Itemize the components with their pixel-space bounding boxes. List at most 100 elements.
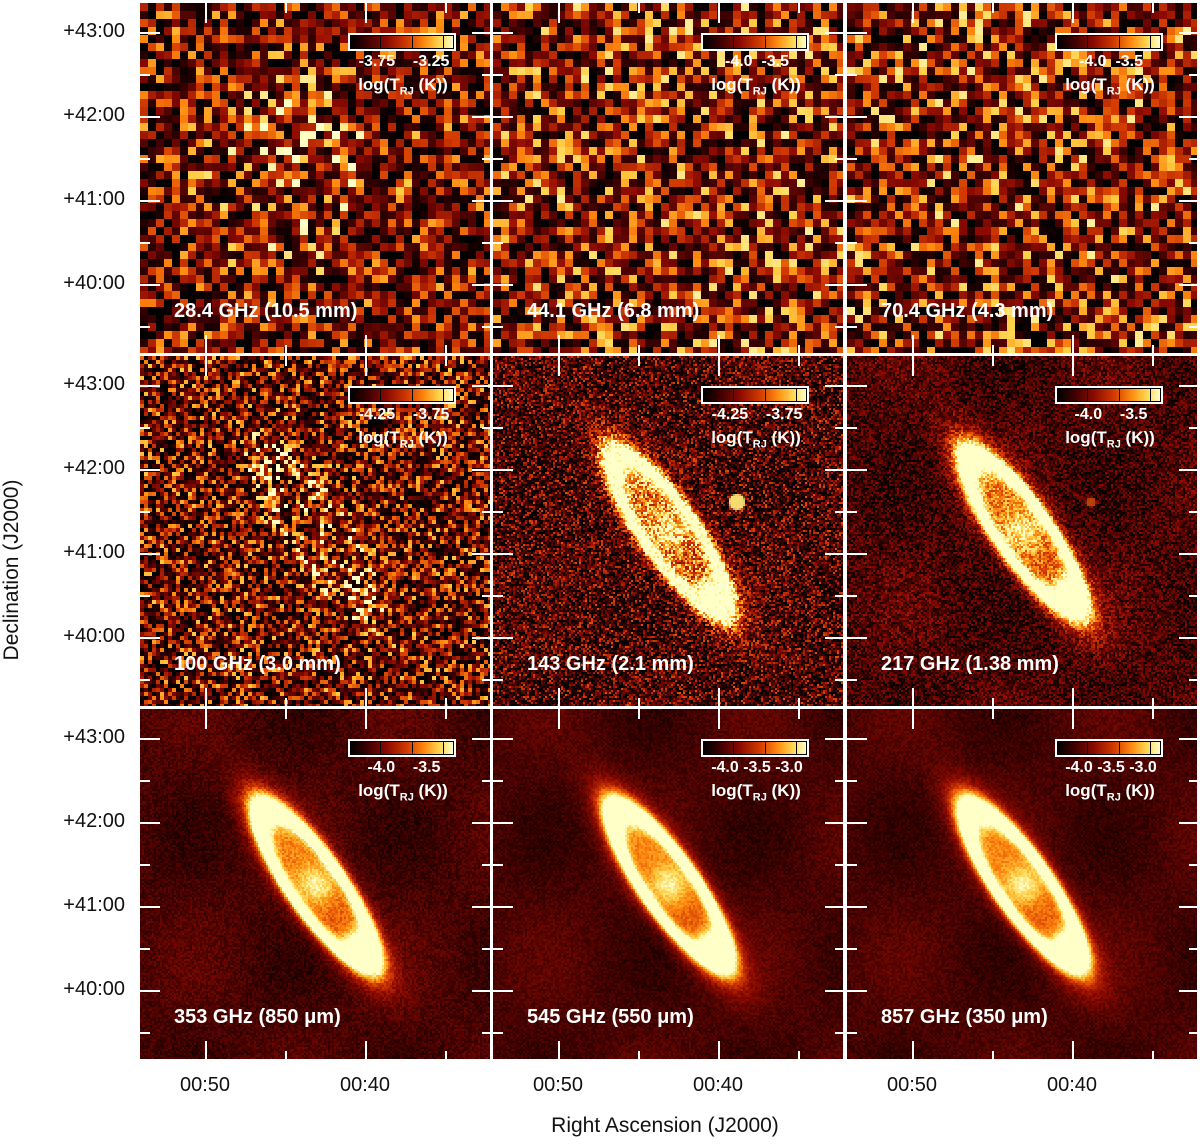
colorbar-label: log(TRJ (K)) bbox=[358, 428, 448, 451]
sky-map-image bbox=[847, 709, 1197, 1059]
colorbar-tick bbox=[442, 36, 444, 48]
colorbar-label: log(TRJ (K)) bbox=[1065, 781, 1155, 804]
colorbar-gradient bbox=[1055, 386, 1163, 404]
dec-tick-label: +40:00 bbox=[63, 978, 125, 1000]
colorbar-tick bbox=[442, 389, 444, 401]
map-panel: -4.25 -3.75 log(TRJ (K)) 143 GHz (2.1 mm) bbox=[492, 355, 844, 707]
frequency-label: 100 GHz (3.0 mm) bbox=[174, 653, 341, 675]
colorbar-label: log(TRJ (K)) bbox=[1065, 75, 1155, 98]
colorbar-tick bbox=[732, 36, 734, 48]
colorbar-tick-labels: -4.0 -3.5 bbox=[1078, 53, 1144, 70]
colorbar: -3.75 -3.25 log(TRJ (K)) bbox=[344, 33, 460, 111]
colorbar: -4.0 -3.5 -3.0 log(TRJ (K)) bbox=[697, 739, 813, 817]
colorbar-gradient bbox=[701, 386, 809, 404]
colorbar-tick bbox=[795, 742, 797, 754]
dec-tick-label: +41:00 bbox=[63, 541, 125, 563]
colorbar-tick bbox=[379, 36, 381, 48]
colorbar-gradient bbox=[701, 33, 809, 51]
colorbar-gradient bbox=[1055, 33, 1163, 51]
ra-tick-label: 00:40 bbox=[692, 1074, 744, 1096]
colorbar-tick bbox=[1119, 36, 1121, 48]
frequency-label: 44.1 GHz (6.8 mm) bbox=[527, 300, 700, 322]
colorbar-tick bbox=[1149, 742, 1151, 754]
dec-tick-label: +41:00 bbox=[63, 894, 125, 916]
frequency-label: 857 GHz (350 μm) bbox=[881, 1006, 1048, 1028]
sky-map-image bbox=[493, 3, 843, 353]
dec-tick-label: +40:00 bbox=[63, 272, 125, 294]
colorbar-tick bbox=[732, 742, 734, 754]
ra-tick-label: 00:50 bbox=[532, 1074, 584, 1096]
colorbar-tick-labels: -3.75 -3.25 bbox=[358, 53, 450, 70]
ra-tick-label: 00:40 bbox=[1046, 1074, 1098, 1096]
colorbar-tick bbox=[732, 389, 734, 401]
colorbar-label: log(TRJ (K)) bbox=[711, 428, 801, 451]
colorbar: -4.0 -3.5 log(TRJ (K)) bbox=[697, 33, 813, 111]
sky-map-image bbox=[140, 3, 490, 353]
frequency-label: 143 GHz (2.1 mm) bbox=[527, 653, 694, 675]
colorbar-tick bbox=[765, 36, 767, 48]
colorbar-tick bbox=[1149, 36, 1151, 48]
colorbar-tick bbox=[379, 389, 381, 401]
colorbar-tick-labels: -4.0 -3.5 -3.0 bbox=[1065, 759, 1157, 776]
colorbar-tick bbox=[1086, 742, 1088, 754]
map-panel: -4.0 -3.5 log(TRJ (K)) 217 GHz (1.38 mm) bbox=[846, 355, 1198, 707]
colorbar-label: log(TRJ (K)) bbox=[1065, 428, 1155, 451]
sky-map-image bbox=[847, 3, 1197, 353]
map-panel: -3.75 -3.25 log(TRJ (K)) 28.4 GHz (10.5 mm… bbox=[139, 2, 491, 354]
dec-tick-label: +42:00 bbox=[63, 457, 125, 479]
colorbar-label: log(TRJ (K)) bbox=[711, 75, 801, 98]
frequency-label: 70.4 GHz (4.3 mm) bbox=[881, 300, 1054, 322]
colorbar-tick bbox=[412, 742, 414, 754]
colorbar: -4.25 -3.75 log(TRJ (K)) bbox=[344, 386, 460, 464]
colorbar-tick bbox=[412, 389, 414, 401]
map-panel: -4.0 -3.5 -3.0 log(TRJ (K)) 545 GHz (550 μ… bbox=[492, 708, 844, 1060]
map-panel: -4.0 -3.5 log(TRJ (K)) 70.4 GHz (4.3 mm) bbox=[846, 2, 1198, 354]
colorbar-tick bbox=[1149, 389, 1151, 401]
colorbar-tick bbox=[1086, 36, 1088, 48]
colorbar-tick bbox=[1119, 742, 1121, 754]
map-panel: -4.0 -3.5 log(TRJ (K)) 353 GHz (850 μm) bbox=[139, 708, 491, 1060]
dec-tick-label: +41:00 bbox=[63, 188, 125, 210]
frequency-label: 28.4 GHz (10.5 mm) bbox=[174, 300, 358, 322]
colorbar-gradient bbox=[701, 739, 809, 757]
dec-tick-label: +43:00 bbox=[63, 373, 125, 395]
dec-tick-label: +40:00 bbox=[63, 625, 125, 647]
sky-map-image bbox=[493, 356, 843, 706]
ra-tick-label: 00:50 bbox=[886, 1074, 938, 1096]
colorbar-tick-labels: -4.25 -3.75 bbox=[358, 406, 450, 423]
colorbar-tick-labels: -4.0 -3.5 bbox=[1074, 406, 1148, 423]
colorbar-tick bbox=[379, 742, 381, 754]
dec-tick-label: +43:00 bbox=[63, 726, 125, 748]
colorbar-label: log(TRJ (K)) bbox=[358, 75, 448, 98]
frequency-label: 217 GHz (1.38 mm) bbox=[881, 653, 1059, 675]
colorbar-tick bbox=[765, 389, 767, 401]
dec-tick-label: +42:00 bbox=[63, 810, 125, 832]
frequency-label: 545 GHz (550 μm) bbox=[527, 1006, 694, 1028]
ra-tick-label: 00:50 bbox=[179, 1074, 231, 1096]
colorbar: -4.0 -3.5 log(TRJ (K)) bbox=[1051, 386, 1167, 464]
map-panel: -4.0 -3.5 log(TRJ (K)) 44.1 GHz (6.8 mm) bbox=[492, 2, 844, 354]
colorbar-tick-labels: -4.0 -3.5 -3.0 bbox=[711, 759, 803, 776]
frequency-label: 353 GHz (850 μm) bbox=[174, 1006, 341, 1028]
sky-map-image bbox=[140, 356, 490, 706]
colorbar: -4.0 -3.5 log(TRJ (K)) bbox=[1051, 33, 1167, 111]
colorbar-gradient bbox=[348, 33, 456, 51]
ra-tick-label: 00:40 bbox=[339, 1074, 391, 1096]
y-axis-title: Declination (J2000) bbox=[0, 479, 23, 661]
dec-tick-label: +42:00 bbox=[63, 104, 125, 126]
sky-map-image bbox=[847, 356, 1197, 706]
colorbar-label: log(TRJ (K)) bbox=[358, 781, 448, 804]
x-axis-title: Right Ascension (J2000) bbox=[551, 1114, 779, 1137]
colorbar-gradient bbox=[348, 739, 456, 757]
colorbar: -4.0 -3.5 log(TRJ (K)) bbox=[344, 739, 460, 817]
sky-map-image bbox=[140, 709, 490, 1059]
dec-tick-label: +43:00 bbox=[63, 20, 125, 42]
sky-map-image bbox=[493, 709, 843, 1059]
colorbar: -4.25 -3.75 log(TRJ (K)) bbox=[697, 386, 813, 464]
colorbar-gradient bbox=[1055, 739, 1163, 757]
colorbar-tick-labels: -4.0 -3.5 bbox=[367, 759, 441, 776]
colorbar: -4.0 -3.5 -3.0 log(TRJ (K)) bbox=[1051, 739, 1167, 817]
colorbar-tick-labels: -4.25 -3.75 bbox=[711, 406, 803, 423]
colorbar-tick bbox=[442, 742, 444, 754]
